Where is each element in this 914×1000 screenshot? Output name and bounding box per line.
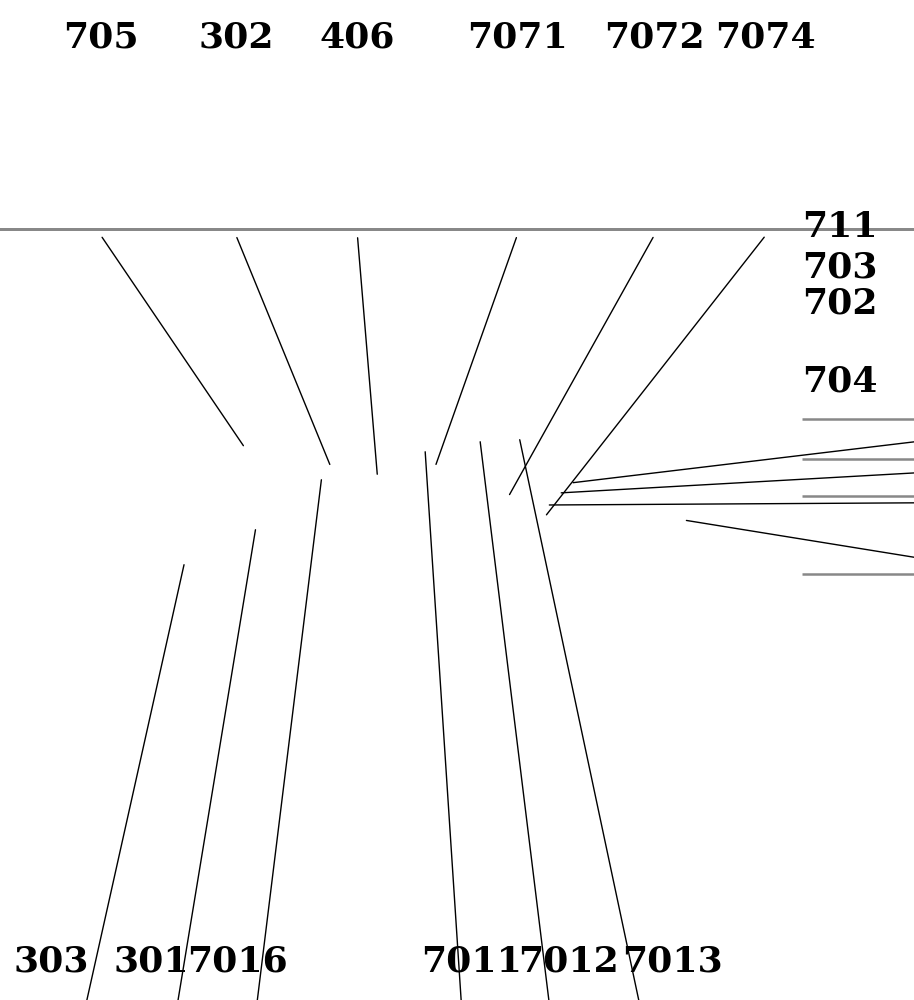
Text: 406: 406	[320, 20, 395, 54]
Text: 7071: 7071	[467, 20, 568, 54]
Text: 303: 303	[14, 945, 89, 979]
Text: 704: 704	[802, 365, 878, 399]
Text: 302: 302	[198, 20, 273, 54]
Text: 7012: 7012	[518, 945, 619, 979]
Text: 7011: 7011	[421, 945, 522, 979]
Text: 702: 702	[802, 287, 878, 321]
Text: 301: 301	[114, 945, 189, 979]
Text: 705: 705	[63, 20, 138, 54]
Text: 7013: 7013	[622, 945, 723, 979]
Text: 703: 703	[802, 250, 878, 284]
Text: 7074: 7074	[716, 20, 816, 54]
Text: 7016: 7016	[187, 945, 288, 979]
Text: 711: 711	[802, 210, 878, 244]
Text: 7072: 7072	[604, 20, 705, 54]
